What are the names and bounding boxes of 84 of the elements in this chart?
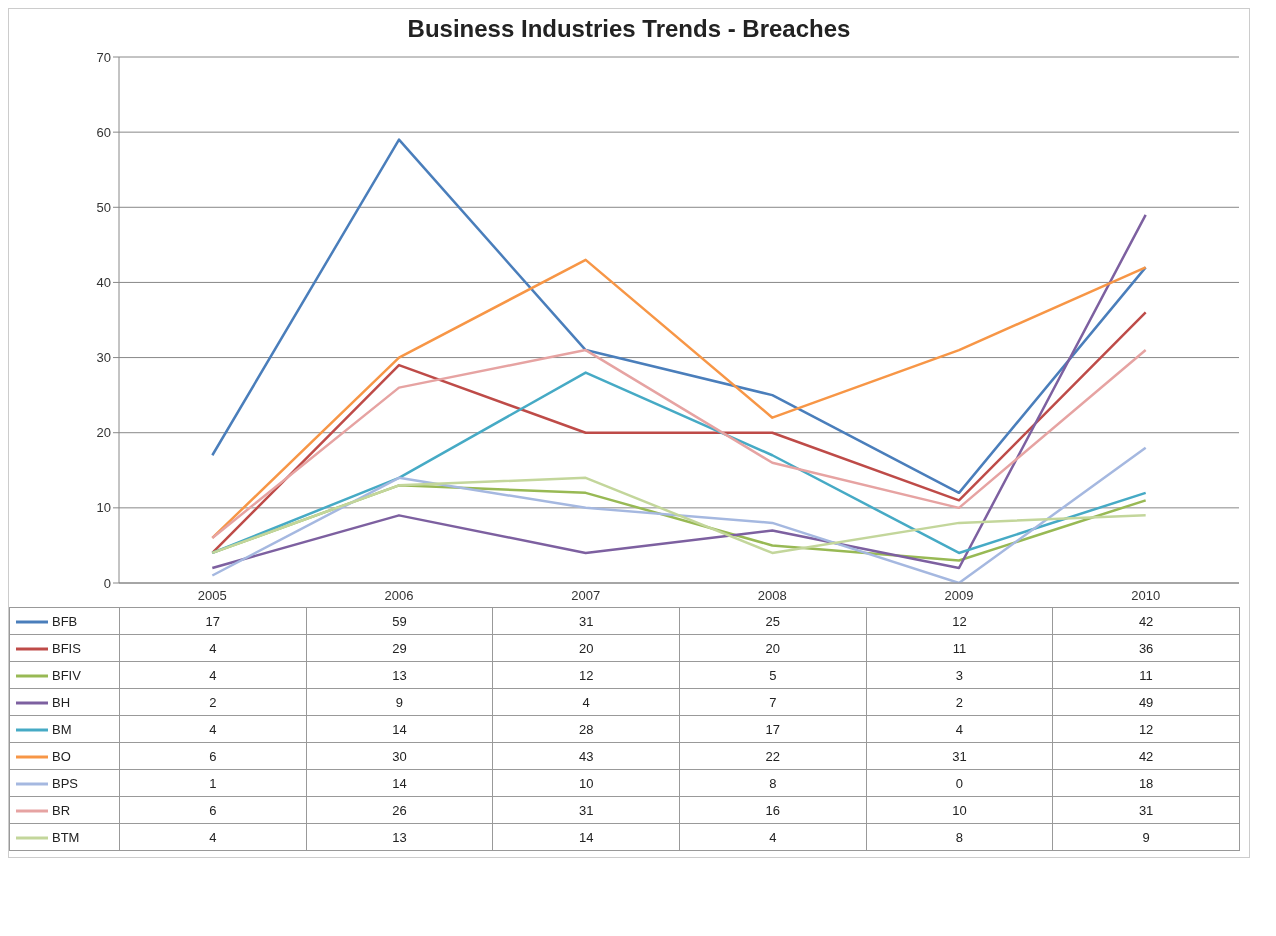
data-label: 26 [306, 796, 493, 824]
data-label: 49 [1052, 688, 1240, 716]
data-label: 31 [492, 796, 680, 824]
legend-label: BM [52, 722, 72, 738]
data-label: 17 [679, 715, 867, 743]
data-label: 30 [306, 742, 493, 770]
y-tick-label: 60 [96, 124, 111, 140]
data-label: 8 [866, 823, 1053, 851]
data-label: 12 [1052, 715, 1240, 743]
line-series [211, 476, 1147, 555]
line-series [211, 138, 1147, 495]
y-tick-label: 70 [96, 49, 111, 65]
x-tick-label: 2009 [944, 588, 974, 604]
y-tick-label: 40 [96, 275, 111, 291]
data-label: 14 [306, 715, 493, 743]
legend-label: BPS [52, 776, 79, 792]
data-label: 13 [306, 661, 493, 689]
legend-label: BH [52, 695, 71, 711]
data-label: 31 [866, 742, 1053, 770]
data-label: 17 [119, 607, 307, 635]
data-label: 2 [866, 688, 1053, 716]
y-tick-label: 30 [96, 350, 111, 366]
y-tick-label: 10 [96, 500, 111, 516]
data-label: 12 [492, 661, 680, 689]
y-tick-label: 0 [103, 575, 111, 591]
data-label: 16 [679, 796, 867, 824]
data-label: 6 [119, 796, 307, 824]
data-label: 25 [679, 607, 867, 635]
data-label: 9 [306, 688, 493, 716]
data-label: 31 [1052, 796, 1240, 824]
data-label: 12 [866, 607, 1053, 635]
data-label: 31 [492, 607, 680, 635]
data-label: 6 [119, 742, 307, 770]
line-series [211, 348, 1147, 540]
data-label: 13 [306, 823, 493, 851]
legend-label: BFIS [52, 641, 81, 657]
data-label: 3 [866, 661, 1053, 689]
data-label: 36 [1052, 634, 1240, 662]
data-label: 11 [866, 634, 1053, 662]
data-label: 7 [679, 688, 867, 716]
data-label: 4 [119, 634, 307, 662]
data-label: 10 [492, 769, 680, 797]
data-label: 0 [866, 769, 1053, 797]
legend-label: BFIV [52, 668, 81, 684]
data-label: 14 [492, 823, 680, 851]
data-label: 22 [679, 742, 867, 770]
data-label: 20 [679, 634, 867, 662]
line-series [211, 213, 1147, 570]
legend-label: BTM [52, 830, 80, 846]
data-label: 43 [492, 742, 680, 770]
line-series [211, 446, 1147, 583]
data-label: 18 [1052, 769, 1240, 797]
legend-label: BO [52, 749, 71, 765]
data-label: 29 [306, 634, 493, 662]
data-label: 4 [679, 823, 867, 851]
legend-label: BFB [52, 614, 78, 630]
x-tick-label: 2008 [757, 588, 787, 604]
y-tick-label: 50 [96, 199, 111, 215]
y-tick-label: 20 [96, 425, 111, 441]
data-label: 42 [1052, 742, 1240, 770]
data-label: 5 [679, 661, 867, 689]
x-tick-label: 2007 [571, 588, 601, 604]
data-label: 8 [679, 769, 867, 797]
data-label: 2 [119, 688, 307, 716]
chart-title: Business Industries Trends - Breaches [406, 15, 852, 43]
data-label: 11 [1052, 661, 1240, 689]
legend-label: BR [52, 803, 71, 819]
data-label: 4 [492, 688, 680, 716]
data-label: 9 [1052, 823, 1240, 851]
x-tick-label: 2006 [384, 588, 414, 604]
data-label: 10 [866, 796, 1053, 824]
data-label: 14 [306, 769, 493, 797]
data-label: 20 [492, 634, 680, 662]
data-label: 28 [492, 715, 680, 743]
data-label: 42 [1052, 607, 1240, 635]
data-label: 4 [866, 715, 1053, 743]
data-label: 59 [306, 607, 493, 635]
data-label: 4 [119, 715, 307, 743]
data-label: 4 [119, 661, 307, 689]
data-label: 4 [119, 823, 307, 851]
line-series [211, 311, 1147, 555]
x-tick-label: 2010 [1131, 588, 1161, 604]
data-label: 1 [119, 769, 307, 797]
x-tick-label: 2005 [197, 588, 227, 604]
